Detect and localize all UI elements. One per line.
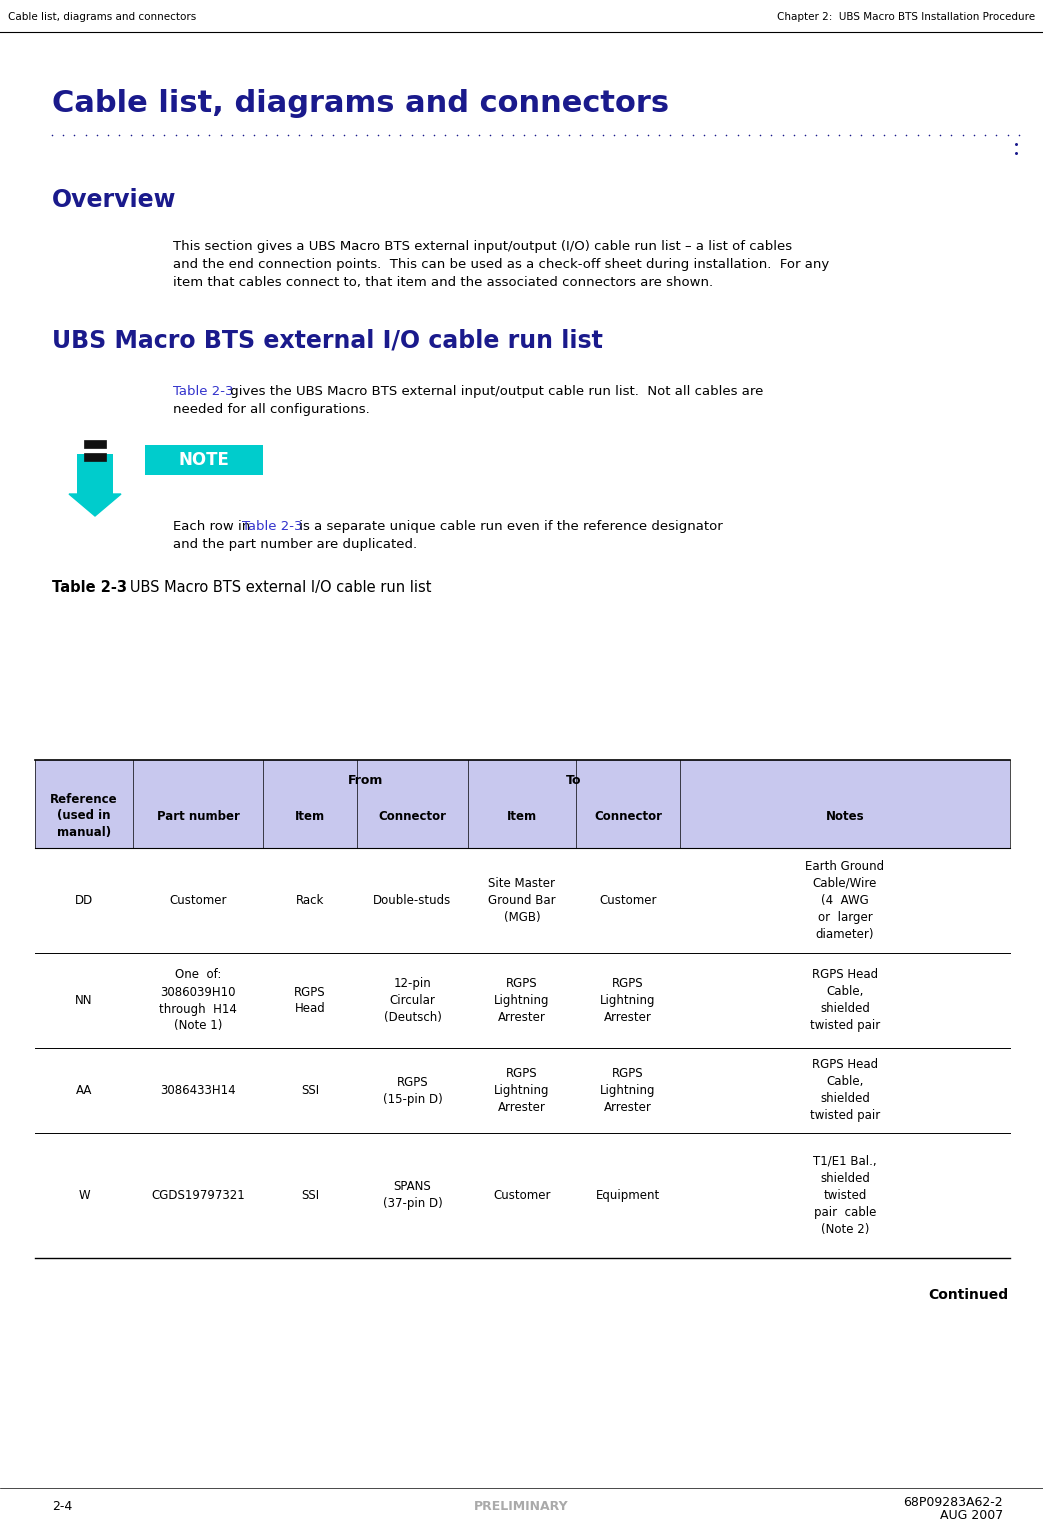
Text: Customer: Customer: [493, 1190, 551, 1202]
Text: PRELIMINARY: PRELIMINARY: [475, 1500, 568, 1513]
Text: gives the UBS Macro BTS external input/output cable run list.  Not all cables ar: gives the UBS Macro BTS external input/o…: [226, 385, 763, 399]
Bar: [35, 1133, 1010, 1258]
Text: CGDS19797321: CGDS19797321: [151, 1190, 245, 1202]
Text: 3086433H14: 3086433H14: [161, 1084, 236, 1096]
Text: and the part number are duplicated.: and the part number are duplicated.: [173, 538, 417, 551]
Text: Item: Item: [295, 809, 325, 823]
Text: SSI: SSI: [301, 1190, 319, 1202]
Text: Double-studs: Double-studs: [373, 893, 452, 907]
Text: NN: NN: [75, 994, 93, 1006]
Text: One  of:
3086039H10
through  H14
(Note 1): One of: 3086039H10 through H14 (Note 1): [160, 968, 237, 1032]
Text: Continued: Continued: [928, 1287, 1008, 1303]
Text: Each row in: Each row in: [173, 521, 254, 533]
Text: RGPS Head
Cable,
shielded
twisted pair: RGPS Head Cable, shielded twisted pair: [809, 968, 880, 1032]
Text: Connector: Connector: [379, 809, 446, 823]
Bar: [35, 1048, 1010, 1133]
Text: UBS Macro BTS external I/O cable run list: UBS Macro BTS external I/O cable run lis…: [52, 328, 603, 353]
Bar: [145, 444, 263, 475]
Text: RGPS
Lightning
Arrester: RGPS Lightning Arrester: [494, 977, 550, 1025]
Polygon shape: [69, 495, 121, 516]
Text: 68P09283A62-2: 68P09283A62-2: [903, 1496, 1003, 1509]
Text: Equipment: Equipment: [596, 1190, 660, 1202]
Text: and the end connection points.  This can be used as a check-off sheet during ins: and the end connection points. This can …: [173, 258, 829, 270]
Text: 12-pin
Circular
(Deutsch): 12-pin Circular (Deutsch): [384, 977, 441, 1025]
Text: UBS Macro BTS external I/O cable run list: UBS Macro BTS external I/O cable run lis…: [116, 580, 432, 596]
Text: Customer: Customer: [169, 893, 226, 907]
Text: Cable list, diagrams and connectors: Cable list, diagrams and connectors: [52, 89, 670, 118]
Text: RGPS
(15-pin D): RGPS (15-pin D): [383, 1075, 442, 1106]
Text: AA: AA: [76, 1084, 92, 1096]
Bar: [35, 847, 1010, 953]
Text: SSI: SSI: [301, 1084, 319, 1096]
Text: Site Master
Ground Bar
(MGB): Site Master Ground Bar (MGB): [488, 876, 556, 924]
Text: Part number: Part number: [156, 809, 240, 823]
Text: RGPS
Lightning
Arrester: RGPS Lightning Arrester: [494, 1067, 550, 1115]
Bar: [35, 760, 1010, 847]
Text: Cable list, diagrams and connectors: Cable list, diagrams and connectors: [8, 12, 196, 21]
Text: W: W: [78, 1190, 90, 1202]
Text: item that cables connect to, that item and the associated connectors are shown.: item that cables connect to, that item a…: [173, 276, 713, 289]
Text: Connector: Connector: [595, 809, 662, 823]
Text: needed for all configurations.: needed for all configurations.: [173, 403, 370, 415]
Text: DD: DD: [75, 893, 93, 907]
Text: Item: Item: [507, 809, 537, 823]
Bar: [35, 953, 1010, 1048]
Text: Chapter 2:  UBS Macro BTS Installation Procedure: Chapter 2: UBS Macro BTS Installation Pr…: [777, 12, 1035, 21]
Text: Reference
(used in
manual): Reference (used in manual): [50, 793, 118, 838]
Text: SPANS
(37-pin D): SPANS (37-pin D): [383, 1180, 442, 1211]
Text: Table 2-3: Table 2-3: [173, 385, 234, 399]
Text: RGPS Head
Cable,
shielded
twisted pair: RGPS Head Cable, shielded twisted pair: [809, 1058, 880, 1122]
Bar: [84, 440, 106, 447]
Text: T1/E1 Bal.,
shielded
twisted
pair  cable
(Note 2): T1/E1 Bal., shielded twisted pair cable …: [814, 1154, 877, 1235]
Text: From: From: [347, 774, 383, 786]
Text: 2-4: 2-4: [52, 1500, 72, 1513]
Bar: [84, 454, 106, 461]
Text: Customer: Customer: [600, 893, 657, 907]
Bar: [92, 457, 98, 461]
Text: RGPS
Lightning
Arrester: RGPS Lightning Arrester: [601, 977, 656, 1025]
Text: Earth Ground
Cable/Wire
(4  AWG
or  larger
diameter): Earth Ground Cable/Wire (4 AWG or larger…: [805, 860, 884, 941]
Text: is a separate unique cable run even if the reference designator: is a separate unique cable run even if t…: [295, 521, 723, 533]
Text: NOTE: NOTE: [178, 450, 229, 469]
Text: RGPS
Lightning
Arrester: RGPS Lightning Arrester: [601, 1067, 656, 1115]
Text: To: To: [566, 774, 582, 786]
Text: Table 2-3: Table 2-3: [52, 580, 127, 596]
Text: Overview: Overview: [52, 188, 176, 212]
Bar: [77, 454, 113, 495]
Text: AUG 2007: AUG 2007: [940, 1509, 1003, 1522]
Text: Notes: Notes: [826, 809, 865, 823]
Text: Rack: Rack: [296, 893, 324, 907]
Text: Table 2-3: Table 2-3: [242, 521, 302, 533]
Text: This section gives a UBS Macro BTS external input/output (I/O) cable run list – : This section gives a UBS Macro BTS exter…: [173, 240, 792, 253]
Text: RGPS
Head: RGPS Head: [294, 985, 325, 1015]
